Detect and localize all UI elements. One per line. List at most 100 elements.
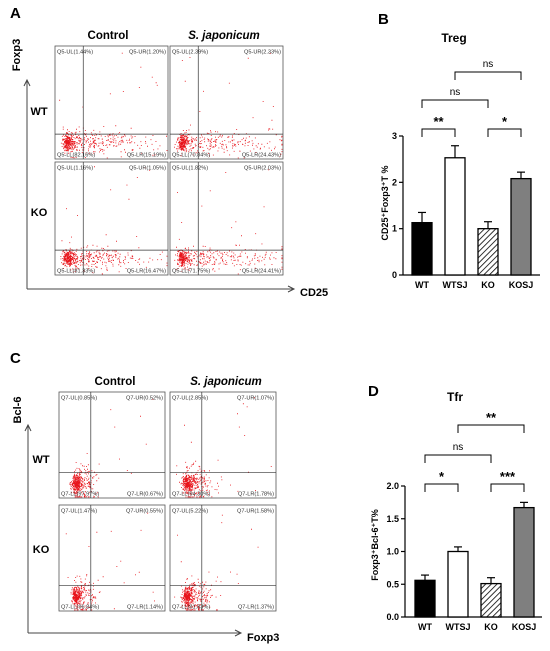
x-tick-label: KO (484, 622, 498, 632)
significance-label: * (439, 469, 445, 484)
event-dots (69, 398, 154, 498)
significance-label: ** (486, 410, 497, 425)
y-axis-label: Bcl-6 (12, 397, 24, 424)
quadrant-ur: Q7-UR(0.55%) (126, 509, 163, 515)
chart-title: Treg (441, 31, 466, 45)
quadrant-ur: Q7-UR(1.07%) (237, 396, 274, 402)
panel-label-a: A (10, 5, 21, 22)
quadrant-ur: Q5-UR(1.20%) (129, 50, 166, 56)
quadrant-ll: Q5-LL(81.33%) (57, 269, 95, 275)
x-axis-label: Foxp3 (247, 632, 279, 644)
event-dots (59, 52, 168, 159)
panel-label-d: D (368, 383, 379, 400)
flow-plot: Q7-UL(0.85%) Q7-UR(0.52%) Q7-LL(97.97%) Q7-… (58, 391, 166, 499)
row-label: KO (33, 544, 50, 556)
quadrant-ur: Q5-UR(1.05%) (129, 166, 166, 172)
y-axis-label: CD25⁺Foxp3⁺T % (380, 165, 390, 240)
quadrant-ur: Q7-UR(1.58%) (237, 509, 274, 515)
quadrant-ll: Q7-LL(94.30%) (172, 492, 210, 498)
y-axis-label: Foxp3⁺Bcl-6⁺T% (370, 509, 380, 581)
chart-title: Tfr (447, 390, 463, 404)
bar-kosj (510, 177, 532, 276)
y-tick-label: 0 (392, 270, 397, 280)
event-dots (174, 53, 283, 159)
comparison-bracket (490, 483, 525, 492)
flow-plot: Q5-UL(2.39%) Q5-UR(2.33%) Q5-LL(70.84%) Q5-… (169, 45, 284, 160)
panel-label-b: B (378, 11, 389, 28)
quadrant-lr: Q5-LR(24.43%) (242, 153, 281, 159)
quadrant-ul: Q7-UL(5.22%) (172, 509, 208, 515)
quadrant-ll: Q7-LL(96.84%) (61, 605, 99, 611)
plot-frame (169, 45, 284, 160)
significance-label: ns (450, 87, 461, 98)
quadrant-ul: Q7-UL(2.85%) (172, 396, 208, 402)
panel-label-c: C (10, 350, 21, 367)
quadrant-lr: Q7-LR(0.67%) (127, 492, 163, 498)
row-label: WT (32, 454, 49, 466)
quadrant-ur: Q7-UR(0.52%) (126, 396, 163, 402)
x-tick-label: WTSJ (442, 280, 467, 290)
flow-plot: Q7-UL(1.47%) Q7-UR(0.55%) Q7-LL(96.84%) Q7-… (58, 504, 166, 612)
x-tick-label: KOSJ (509, 280, 534, 290)
flow-plot: Q7-UL(5.22%) Q7-UR(1.58%) Q7-LL(91.83%) Q7-… (169, 504, 277, 612)
event-dots (65, 512, 155, 611)
y-axis-label: Foxp3 (11, 39, 23, 71)
quadrant-ll: Q7-LL(91.83%) (172, 605, 210, 611)
comparison-bracket (421, 128, 456, 137)
column-title: Control (95, 376, 136, 388)
x-arrowhead (234, 629, 243, 637)
y-tick-label: 1.5 (386, 514, 399, 524)
plot-frame (169, 161, 284, 276)
comparison-bracket (487, 128, 522, 137)
row-label: KO (31, 207, 48, 219)
flow-plot: Q5-UL(1.44%) Q5-UR(1.20%) Q5-LL(82.16%) Q5-… (54, 45, 169, 160)
plot-frame (58, 391, 166, 499)
y-tick-label: 1 (392, 224, 397, 234)
bar-ko (480, 582, 502, 618)
y-tick-label: 3 (392, 131, 397, 141)
bar-ko (477, 228, 499, 276)
x-tick-label: WT (415, 280, 429, 290)
bar-wtsj (447, 550, 469, 618)
quadrant-ul: Q7-UL(1.47%) (61, 509, 97, 515)
plot-frame (58, 504, 166, 612)
quadrant-ul: Q5-UL(2.39%) (172, 50, 208, 56)
comparison-bracket (421, 99, 489, 108)
bar-wt (411, 221, 433, 276)
significance-label: *** (500, 469, 516, 484)
x-tick-label: WTSJ (445, 622, 470, 632)
quadrant-lr: Q5-LR(16.47%) (127, 269, 166, 275)
event-dots (176, 397, 272, 498)
plot-frame (54, 45, 169, 160)
y-arrowhead (23, 78, 31, 87)
quadrant-ll: Q5-LL(70.84%) (172, 153, 210, 159)
quadrant-lr: Q7-LR(1.14%) (127, 605, 163, 611)
y-tick-label: 0.0 (386, 612, 399, 622)
quadrant-ll: Q5-LL(82.16%) (57, 153, 95, 159)
y-tick-label: 0.5 (386, 579, 399, 589)
comparison-bracket (457, 424, 525, 433)
y-arrowhead (24, 423, 32, 432)
quadrant-ul: Q5-UL(1.82%) (172, 166, 208, 172)
quadrant-ul: Q7-UL(0.85%) (61, 396, 97, 402)
column-title: Control (88, 30, 129, 42)
row-label: WT (30, 106, 47, 118)
x-tick-label: KOSJ (512, 622, 537, 632)
quadrant-lr: Q7-LR(1.78%) (238, 492, 274, 498)
quadrant-ll: Q5-LL(71.75%) (172, 269, 210, 275)
significance-label: * (502, 114, 508, 129)
significance-label: ns (483, 59, 494, 70)
y-tick-label: 1.0 (386, 547, 399, 557)
bar-wtsj (444, 157, 466, 276)
flow-plot: Q7-UL(2.85%) Q7-UR(1.07%) Q7-LL(94.30%) Q7-… (169, 391, 277, 499)
y-tick-label: 2 (392, 177, 397, 187)
significance-label: ** (433, 114, 444, 129)
x-tick-label: KO (481, 280, 495, 290)
flow-panel-c: Control S. japonicum WT KO Bcl-6 Foxp3 Q7-UL(0… (12, 376, 279, 644)
quadrant-ul: Q5-UL(1.44%) (57, 50, 93, 56)
y-tick-label: 2.0 (386, 481, 399, 491)
bar-chart-tfr: Tfr Foxp3⁺Bcl-6⁺T% 0.0 0.5 1.0 1.5 2.0 WT WTSJ KO… (370, 390, 542, 632)
event-dots (60, 166, 168, 275)
